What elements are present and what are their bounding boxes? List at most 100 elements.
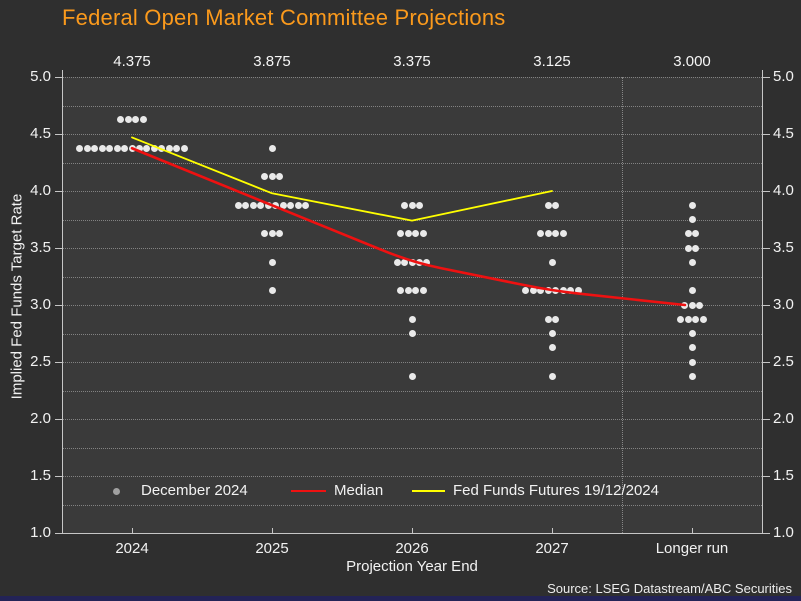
projection-dot (548, 372, 556, 380)
gridline (62, 134, 762, 135)
y-tick-left (55, 419, 62, 420)
y-tick-label-left: 1.5 (30, 467, 51, 484)
projection-dot (401, 258, 409, 266)
gridline (62, 447, 762, 449)
projection-dot (688, 330, 696, 337)
projection-dot (268, 173, 276, 181)
projection-dot (272, 201, 280, 209)
y-tick-label-right: 1.0 (773, 524, 794, 541)
gridline (62, 504, 762, 506)
source-credit: Source: LSEG Datastream/ABC Securities (547, 581, 792, 596)
y-tick-label-left: 3.5 (30, 239, 51, 256)
projection-dot (688, 344, 696, 352)
y-tick-label-right: 2.5 (773, 353, 794, 370)
projection-dot (261, 230, 269, 238)
projection-dot (537, 287, 545, 295)
projection-dot (401, 201, 409, 209)
projection-dot (692, 230, 700, 238)
projection-dot (143, 144, 151, 152)
projection-dot (257, 201, 265, 209)
top-median-label: 3.000 (673, 53, 711, 70)
gridline (62, 390, 762, 392)
y-tick-right (763, 77, 770, 78)
left-axis-spine (62, 70, 63, 533)
plot-area (62, 77, 762, 533)
projection-dot (83, 144, 91, 152)
y-tick-label-left: 2.5 (30, 353, 51, 370)
projection-dot (415, 201, 423, 209)
projection-dot (522, 287, 530, 295)
y-tick-label-right: 5.0 (773, 68, 794, 85)
y-tick-right (763, 533, 770, 534)
projection-dot (76, 144, 84, 152)
longer-run-separator (622, 77, 623, 533)
top-median-label: 3.875 (253, 53, 291, 70)
chart-title: Federal Open Market Committee Projection… (62, 5, 506, 30)
gridline (62, 419, 762, 420)
projection-dot (412, 230, 420, 238)
projection-dot (135, 144, 143, 152)
y-tick-right (763, 362, 770, 363)
projection-dot (294, 201, 302, 209)
projection-dot (408, 201, 416, 209)
projection-dot (537, 230, 545, 238)
projection-dot (268, 144, 276, 152)
series-lines (130, 136, 687, 307)
projection-dot (695, 301, 703, 309)
x-tick (412, 528, 413, 533)
y-tick-left (55, 476, 62, 477)
projection-dot (106, 144, 114, 152)
gridline (62, 191, 762, 192)
projection-dot (275, 230, 283, 238)
projection-dot (544, 315, 552, 323)
y-tick-right (763, 191, 770, 192)
y-tick-label-left: 4.5 (30, 125, 51, 142)
legend-label-december-2024: December 2024 (141, 482, 248, 499)
projection-dot (249, 201, 257, 209)
projection-dot (419, 230, 427, 238)
y-tick-label-left: 2.0 (30, 410, 51, 427)
projection-dot (688, 216, 696, 223)
projection-dot (393, 258, 401, 266)
projection-dot (548, 258, 556, 266)
top-median-label: 3.125 (533, 53, 571, 70)
projection-dot (408, 330, 416, 337)
projection-dot (544, 230, 552, 238)
x-category-label: Longer run (655, 540, 729, 557)
projection-dot (404, 287, 412, 295)
projection-dot (261, 173, 269, 181)
x-category-label: 2025 (255, 540, 289, 557)
x-axis-title: Projection Year End (346, 558, 478, 575)
gridline (62, 305, 762, 306)
projection-dot (98, 144, 106, 152)
projection-dot (548, 344, 556, 352)
bottom-axis-spine (62, 533, 763, 534)
projection-dot (158, 144, 166, 152)
legend-median-line-marker (291, 490, 326, 492)
bottom-accent-bar (0, 596, 801, 601)
projection-dot (279, 201, 287, 209)
projection-dot (397, 287, 405, 295)
projection-dot (412, 287, 420, 295)
y-tick-label-left: 4.0 (30, 182, 51, 199)
gridline (62, 276, 762, 278)
projection-dot (234, 201, 242, 209)
y-tick-label-left: 5.0 (30, 68, 51, 85)
y-tick-label-right: 2.0 (773, 410, 794, 427)
projection-dot (268, 230, 276, 238)
legend-futures-line-marker (412, 490, 445, 492)
y-tick-right (763, 476, 770, 477)
projection-dot (139, 116, 147, 124)
projection-dot (688, 201, 696, 209)
projection-dot (264, 201, 272, 209)
gridline (62, 162, 762, 164)
projection-dot (684, 315, 692, 323)
projection-dot (408, 258, 416, 266)
projection-dot (268, 258, 276, 266)
y-tick-right (763, 248, 770, 249)
projection-dot (684, 244, 692, 252)
projection-dot (275, 173, 283, 181)
projection-dot (302, 201, 310, 209)
legend: December 2024 Median Fed Funds Futures 1… (62, 482, 762, 500)
